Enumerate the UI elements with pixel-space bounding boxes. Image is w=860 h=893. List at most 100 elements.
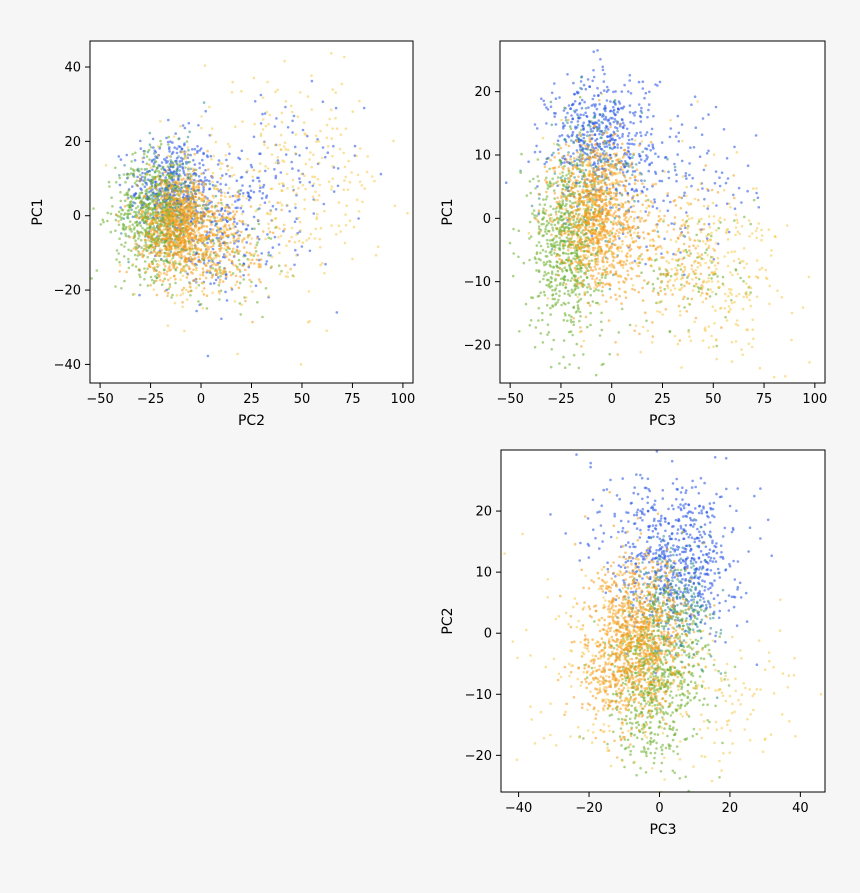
scatter-point [194,247,197,250]
scatter-point [330,224,333,227]
scatter-point [159,272,163,275]
scatter-point [110,196,113,199]
scatter-point [137,196,140,199]
scatter-point [156,204,159,207]
scatter-point [277,243,281,246]
scatter-point [554,123,558,126]
scatter-point [148,212,152,215]
scatter-point [321,262,324,265]
scatter-point [166,168,170,172]
scatter-point [144,270,148,273]
scatter-point [216,272,220,276]
scatter-point [180,232,183,235]
scatter-point [249,253,253,257]
scatter-point [605,145,609,148]
scatter-point [551,305,555,308]
scatter-point [543,270,547,274]
scatter-point [582,142,586,145]
scatter-point [615,191,619,194]
scatter-point [602,362,605,366]
scatter-point [117,155,121,158]
scatter-point [124,180,127,184]
scatter-point [697,290,701,294]
scatter-point [131,215,135,219]
scatter-point [138,177,142,180]
scatter-point [705,237,709,240]
scatter-point [682,194,686,197]
scatter-point [592,248,595,252]
scatter-point [174,203,177,206]
scatter-point [542,261,546,264]
scatter-point [186,201,189,204]
scatter-point [550,248,554,251]
scatter-point [151,178,154,182]
scatter-point [560,204,564,207]
scatter-point [647,108,650,112]
scatter-point [162,228,166,232]
scatter-point [227,217,230,221]
scatter-point [616,129,619,133]
scatter-point [628,142,632,146]
scatter-point [675,179,678,183]
scatter-point [179,244,182,248]
scatter-point [683,306,686,309]
scatter-point [580,177,584,181]
scatter-point [130,200,133,203]
scatter-point [261,112,264,116]
scatter-point [581,133,584,136]
scatter-point [560,218,563,222]
scatter-point [197,179,201,183]
scatter-point [144,247,147,250]
scatter-point [208,255,212,258]
scatter-point [281,182,284,185]
scatter-point [603,145,607,148]
scatter-point [172,176,176,179]
scatter-point [582,185,585,188]
scatter-point [714,105,718,109]
scatter-point [301,241,305,244]
scatter-point [641,87,645,90]
scatter-point [141,171,144,175]
scatter-point [613,100,616,103]
scatter-point [569,318,573,322]
scatter-point [124,234,128,238]
scatter-point [102,220,105,224]
scatter-point [235,280,239,284]
scatter-point [544,198,548,201]
scatter-point [99,223,103,226]
scatter-point [204,249,208,252]
scatter-point [225,172,228,176]
scatter-point [192,220,195,224]
scatter-point [291,131,294,134]
scatter-point [586,201,589,204]
scatter-point [149,284,152,287]
scatter-point [343,55,346,59]
scatter-point [174,260,177,263]
scatter-point [633,170,637,173]
scatter-point [294,206,297,210]
scatter-point [193,256,197,260]
scatter-point [194,212,198,215]
scatter-point [344,175,348,179]
scatter-point [195,198,199,202]
scatter-point [155,201,158,205]
scatter-point [118,176,121,180]
scatter-point [178,198,181,201]
scatter-point [205,307,209,310]
scatter-point [609,109,613,113]
scatter-point [201,193,204,197]
scatter-point [155,156,158,159]
scatter-point [623,83,626,87]
scatter-point [536,175,539,178]
scatter-point [755,191,758,195]
scatter-point [308,249,312,253]
scatter-point [636,200,640,203]
scatter-point [319,226,323,230]
scatter-point [612,90,615,94]
scatter-point [704,251,707,255]
scatter-point [538,230,542,234]
scatter-point [143,260,147,263]
scatter-point [582,113,585,117]
scatter-point [722,128,726,131]
scatter-point [314,227,318,231]
